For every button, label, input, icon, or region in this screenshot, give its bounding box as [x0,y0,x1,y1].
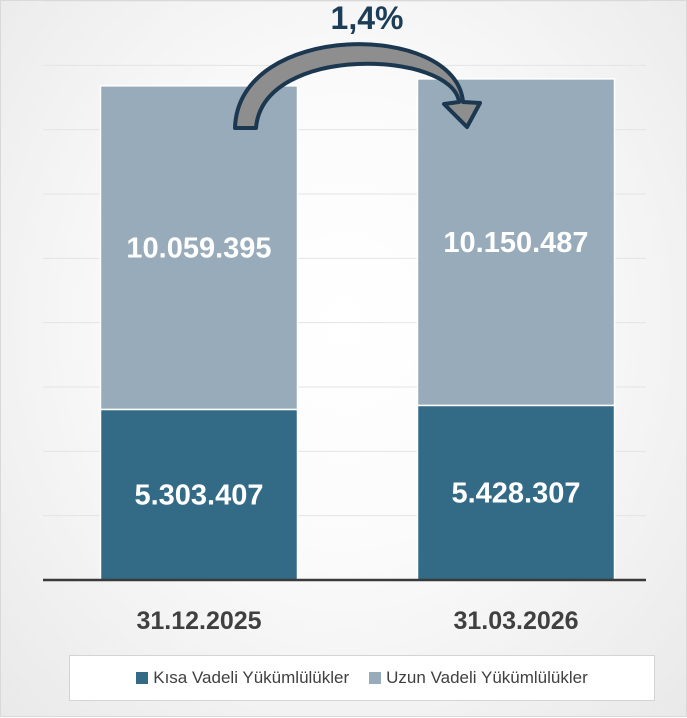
bar-segment [99,408,299,581]
growth-arrow [233,42,482,130]
legend-item-long-term: Uzun Vadeli Yükümlülükler [369,668,588,688]
bar-value-label: 5.428.307 [451,478,580,510]
bar-value-label: 5.303.407 [134,480,263,512]
legend-swatch-short-term [136,672,149,684]
bar-segment [99,85,299,411]
legend-label-short-term: Kısa Vadeli Yükümlülükler [153,668,350,687]
bar-value-label: 10.150.487 [443,227,588,259]
legend-label-long-term: Uzun Vadeli Yükümlülükler [386,668,588,687]
bars: 5.303.407 10.059.395 5.428.307 10.150.487 [99,78,616,581]
x-tick-label: 31.12.2025 [136,607,261,635]
x-tick-labels: 31.12.2025 31.03.2026 [136,607,578,635]
growth-annotation: 1,4% [331,1,404,36]
legend: Kısa Vadeli Yükümlülükler Uzun Vadeli Yü… [69,655,655,701]
bar-segment [416,404,616,581]
legend-swatch-long-term [369,672,382,684]
legend-item-short-term: Kısa Vadeli Yükümlülükler [136,668,349,688]
x-tick-label: 31.03.2026 [453,607,578,635]
bar-segment [416,78,616,407]
bar-value-label: 10.059.395 [126,233,271,265]
